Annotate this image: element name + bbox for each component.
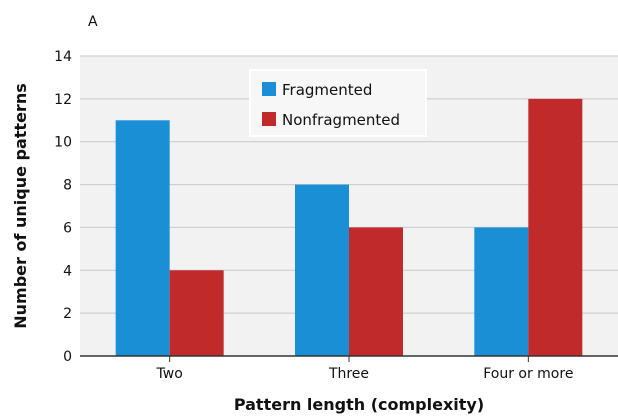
y-tick-label: 6: [63, 220, 72, 236]
bar-fragmented-0: [115, 120, 170, 357]
bars: [115, 98, 583, 357]
y-tick-label: 4: [63, 263, 72, 279]
y-tick-label: 10: [54, 135, 72, 151]
bar-fragmented-1: [295, 184, 349, 356]
panel-label: A: [88, 14, 98, 30]
legend-label-nonfragmented: Nonfragmented: [282, 111, 400, 129]
legend-box: [249, 69, 427, 137]
x-tick-label: Three: [328, 366, 369, 382]
y-tick-labels: 0 2 4 6 8 10 12 14: [54, 49, 72, 365]
bar-nonfragmented-1: [349, 227, 403, 356]
y-axis-title: Number of unique patterns: [11, 83, 30, 328]
bar-nonfragmented-0: [169, 270, 224, 356]
y-tick-label: 0: [63, 349, 72, 365]
x-tick-label: Two: [156, 366, 183, 382]
legend-swatch-nonfragmented: [262, 112, 276, 126]
legend: Fragmented Nonfragmented: [249, 69, 427, 137]
x-tick-labels: Two Three Four or more: [156, 356, 573, 382]
bar-fragmented-2: [474, 227, 529, 356]
y-tick-label: 12: [54, 92, 72, 108]
legend-label-fragmented: Fragmented: [282, 81, 372, 99]
y-tick-label: 14: [54, 49, 72, 65]
y-tick-label: 2: [63, 306, 72, 322]
bar-nonfragmented-2: [528, 98, 583, 356]
x-axis-title: Pattern length (complexity): [234, 395, 484, 414]
y-tick-label: 8: [63, 178, 72, 194]
legend-swatch-fragmented: [262, 82, 276, 96]
x-tick-label: Four or more: [483, 366, 573, 382]
